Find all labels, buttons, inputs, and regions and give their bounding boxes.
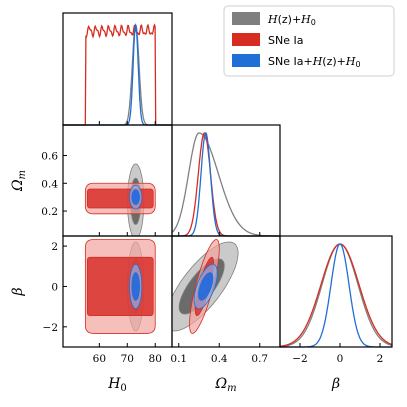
marginal-Om-series-2 [172, 132, 280, 237]
y-ticks-beta: −2 0 2 [43, 241, 67, 334]
legend-frame [223, 5, 395, 77]
x-ticks-beta: −2 0 2 [292, 343, 383, 365]
contour-Om-beta-series-2-level-2 [198, 272, 214, 301]
y-tick-label-beta-1: 0 [51, 281, 58, 293]
x-axis-label-beta: β [331, 376, 340, 392]
x-tick-label-H0-1: 70 [121, 353, 134, 365]
marginal-Om-series-1 [172, 132, 280, 237]
panel-Om-vs-beta [171, 235, 281, 348]
legend-label-1: SNe Ia [268, 34, 303, 47]
x-axis-label-H0: H0 [107, 376, 127, 394]
marginal-H0-series-1 [63, 23, 172, 126]
y-axis-label-Om: Ωm [10, 170, 28, 192]
marginal-beta-series-1 [279, 243, 393, 347]
y-axis-label-beta: β [10, 287, 26, 296]
y-tick-label-beta-0: −2 [43, 322, 58, 334]
x-ticks-H0 [98, 232, 156, 236]
marginal-beta-series-0 [280, 243, 393, 348]
legend-label-2: SNe Ia+H(z)+H0 [268, 55, 361, 69]
diag-panel-H0 [62, 12, 173, 126]
contour-H0-beta-series-2-level-2 [131, 272, 140, 301]
y-tick-label-Om-1: 0.4 [41, 178, 58, 190]
x-tick-label-Om-1: 0.4 [211, 353, 228, 365]
y-tick-label-Om-2: 0.6 [41, 151, 58, 163]
x-tick-label-H0-2: 80 [149, 353, 162, 365]
x-axis-label-Om: Ωm [214, 376, 236, 394]
x-tick-label-Om-0: 0.1 [170, 353, 187, 365]
x-ticks-Om: 0.1 0.4 0.7 [170, 343, 268, 365]
legend-label-0: H(z)+H0 [267, 13, 316, 27]
y-tick-label-Om-0: 0.2 [41, 206, 58, 218]
diag-frame-Om [171, 124, 281, 237]
legend-swatch-2 [232, 54, 260, 67]
legend: H(z)+H0 SNe Ia SNe Ia+H(z)+H0 [223, 5, 395, 77]
legend-swatch-1 [232, 33, 260, 46]
frame-H0-Om [62, 124, 173, 237]
marginal-Om-series-0 [171, 132, 280, 237]
x-ticks-H0 [98, 121, 156, 125]
x-ticks-Om [178, 232, 261, 236]
x-tick-label-beta-2: 2 [377, 353, 384, 365]
diag-panel-Om [171, 124, 281, 237]
contour-H0-beta-series-1-level-2 [86, 256, 154, 316]
x-tick-label-H0-0: 60 [93, 353, 106, 365]
contour-H0-Om-series-1-level-2 [86, 188, 154, 209]
y-ticks-Om: 0.2 0.4 0.6 [41, 151, 67, 218]
panel-H0-vs-Om [62, 124, 173, 237]
diag-panel-beta [279, 235, 393, 348]
x-tick-label-beta-0: −2 [292, 353, 307, 365]
x-tick-label-beta-1: 0 [337, 353, 344, 365]
legend-swatch-0 [232, 12, 260, 25]
x-ticks-H0: 60 70 80 [93, 343, 162, 365]
panel-H0-vs-beta [62, 235, 173, 348]
contour-H0-Om-series-2-level-2 [131, 189, 140, 205]
y-tick-label-beta-2: 2 [51, 241, 58, 253]
x-tick-label-Om-2: 0.7 [251, 353, 268, 365]
frame-Om-beta [171, 235, 281, 348]
